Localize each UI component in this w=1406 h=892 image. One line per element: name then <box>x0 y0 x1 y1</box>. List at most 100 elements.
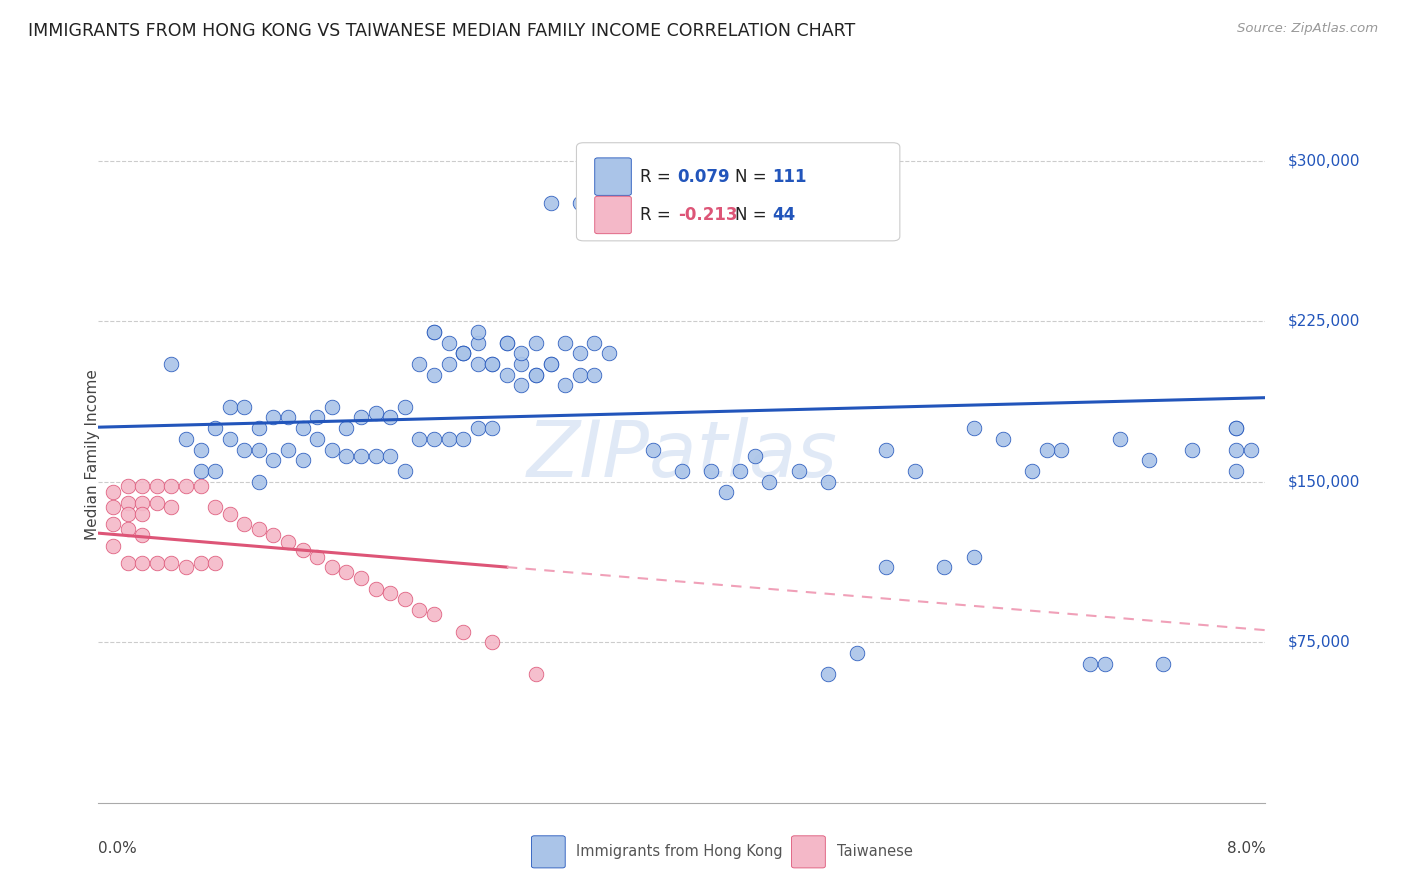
Point <box>481 421 503 435</box>
Point <box>408 432 430 446</box>
Point <box>321 442 343 457</box>
Point <box>190 442 212 457</box>
Point <box>291 543 314 558</box>
Point <box>451 346 474 360</box>
Point <box>1035 442 1057 457</box>
Point <box>467 335 489 350</box>
Point <box>554 378 576 392</box>
Point <box>233 517 256 532</box>
Point <box>218 507 240 521</box>
Point <box>875 560 897 574</box>
Point <box>423 432 446 446</box>
Point <box>437 432 460 446</box>
Point <box>524 335 547 350</box>
Point <box>101 517 124 532</box>
Point <box>875 442 897 457</box>
Point <box>1181 442 1204 457</box>
Point <box>451 624 474 639</box>
Point <box>174 479 197 493</box>
Point <box>481 635 503 649</box>
Point <box>262 453 284 467</box>
Point <box>378 449 402 463</box>
Point <box>671 464 693 478</box>
Point <box>1225 464 1247 478</box>
Point <box>496 335 519 350</box>
Point <box>131 556 153 570</box>
Point <box>787 464 810 478</box>
Point <box>1094 657 1116 671</box>
Point <box>524 368 547 382</box>
Point <box>218 400 240 414</box>
Point <box>612 196 634 211</box>
Point <box>481 357 503 371</box>
Point <box>627 196 650 211</box>
Point <box>568 196 591 211</box>
Point <box>583 196 606 211</box>
Point <box>685 186 707 200</box>
Point <box>364 449 387 463</box>
Point <box>657 186 679 200</box>
Text: 8.0%: 8.0% <box>1226 841 1265 856</box>
Point <box>641 442 664 457</box>
Point <box>117 556 139 570</box>
Point <box>131 479 153 493</box>
Point <box>1108 432 1130 446</box>
Point <box>101 485 124 500</box>
Point <box>160 500 183 515</box>
Point <box>510 378 533 392</box>
Point <box>218 432 240 446</box>
Point <box>277 410 299 425</box>
Point <box>991 432 1014 446</box>
Point <box>394 400 416 414</box>
Point <box>335 565 357 579</box>
Point <box>160 357 183 371</box>
Point <box>714 485 737 500</box>
Point <box>423 325 446 339</box>
Point <box>1021 464 1043 478</box>
Point <box>277 442 299 457</box>
Point <box>247 421 270 435</box>
Text: Median Family Income: Median Family Income <box>86 369 100 541</box>
Point <box>934 560 956 574</box>
Point <box>291 453 314 467</box>
Point <box>817 667 839 681</box>
Point <box>117 479 139 493</box>
Point <box>364 406 387 420</box>
Point <box>101 539 124 553</box>
Point <box>962 421 984 435</box>
Point <box>321 400 343 414</box>
Point <box>845 646 868 660</box>
Point <box>758 475 780 489</box>
Point <box>307 410 329 425</box>
Point <box>1225 421 1247 435</box>
Text: 44: 44 <box>772 206 796 224</box>
Text: 0.079: 0.079 <box>678 168 730 186</box>
Point <box>568 368 591 382</box>
Point <box>146 556 169 570</box>
Text: R =: R = <box>640 206 676 224</box>
Point <box>962 549 984 564</box>
Point <box>540 357 562 371</box>
Point <box>1137 453 1160 467</box>
Point <box>160 556 183 570</box>
Point <box>174 432 197 446</box>
Point <box>496 368 519 382</box>
Point <box>364 582 387 596</box>
Point <box>117 496 139 510</box>
Point <box>350 410 373 425</box>
Point <box>1225 421 1247 435</box>
Point <box>1050 442 1073 457</box>
Point <box>510 357 533 371</box>
Point <box>467 357 489 371</box>
Text: Source: ZipAtlas.com: Source: ZipAtlas.com <box>1237 22 1378 36</box>
Point <box>700 464 723 478</box>
Point <box>131 496 153 510</box>
Point <box>204 500 226 515</box>
Point <box>423 325 446 339</box>
Point <box>1080 657 1102 671</box>
Point <box>598 346 620 360</box>
Point <box>190 556 212 570</box>
Text: $300,000: $300,000 <box>1288 153 1360 168</box>
Text: R =: R = <box>640 168 676 186</box>
Point <box>540 357 562 371</box>
